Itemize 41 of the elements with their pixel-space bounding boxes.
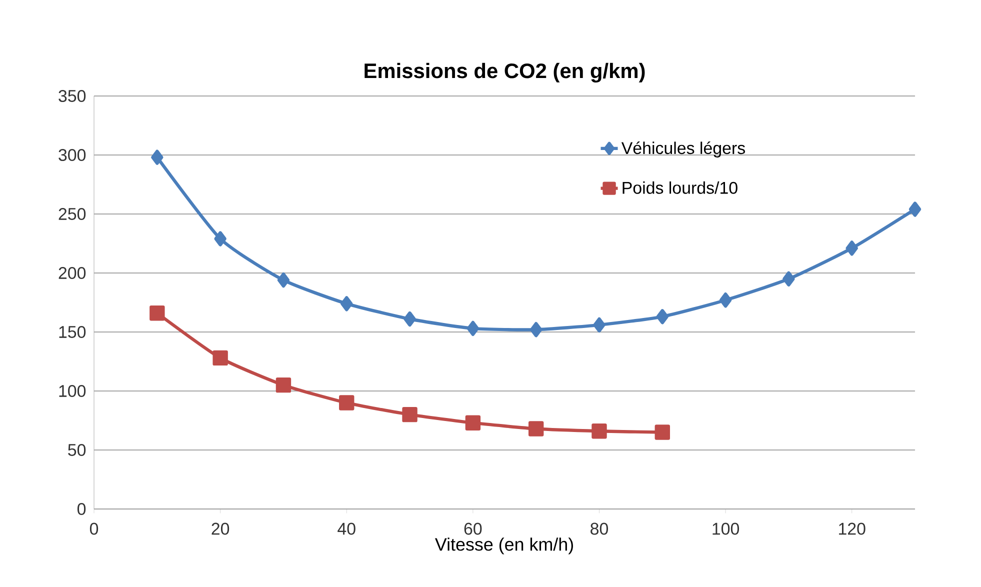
point (593, 317, 606, 333)
point (214, 231, 226, 246)
point (654, 424, 670, 440)
y-tick-label: 200 (58, 266, 86, 279)
y-tick-label: 50 (68, 444, 86, 456)
point (465, 415, 481, 430)
point (340, 296, 353, 312)
point (656, 309, 668, 324)
x-tick-label: 120 (839, 522, 866, 535)
point (151, 150, 164, 165)
x-axis-title: Vitesse (en km/h) (434, 538, 573, 554)
legend-label: Véhicules légers (621, 141, 745, 158)
point (212, 350, 228, 366)
x-tick-label: 0 (90, 522, 98, 535)
x-tick-label: 100 (712, 522, 740, 535)
point (528, 421, 544, 436)
x-tick-label: 60 (464, 522, 482, 535)
point (404, 311, 416, 327)
y-tick-label: 150 (59, 326, 86, 338)
point (150, 306, 165, 321)
point (719, 292, 732, 308)
point (530, 322, 542, 338)
legend-label: Poids lourds/10 (622, 181, 738, 194)
chart-title: Emissions de CO2 (en g/km) (364, 62, 645, 82)
point (592, 424, 607, 439)
point (339, 395, 354, 410)
point (782, 271, 795, 286)
x-tick-label: 80 (590, 522, 608, 535)
point (277, 272, 290, 288)
point (276, 377, 292, 393)
point (466, 320, 480, 336)
point (402, 406, 418, 422)
y-tick-label: 250 (58, 208, 86, 220)
point (908, 202, 922, 217)
x-tick-label: 20 (212, 522, 230, 535)
y-tick-label: 300 (58, 148, 86, 161)
y-tick-label: 0 (77, 502, 86, 515)
y-tick-label: 100 (59, 384, 86, 397)
point (846, 240, 858, 256)
y-tick-label: 350 (58, 90, 86, 102)
x-tick-label: 40 (338, 522, 356, 535)
